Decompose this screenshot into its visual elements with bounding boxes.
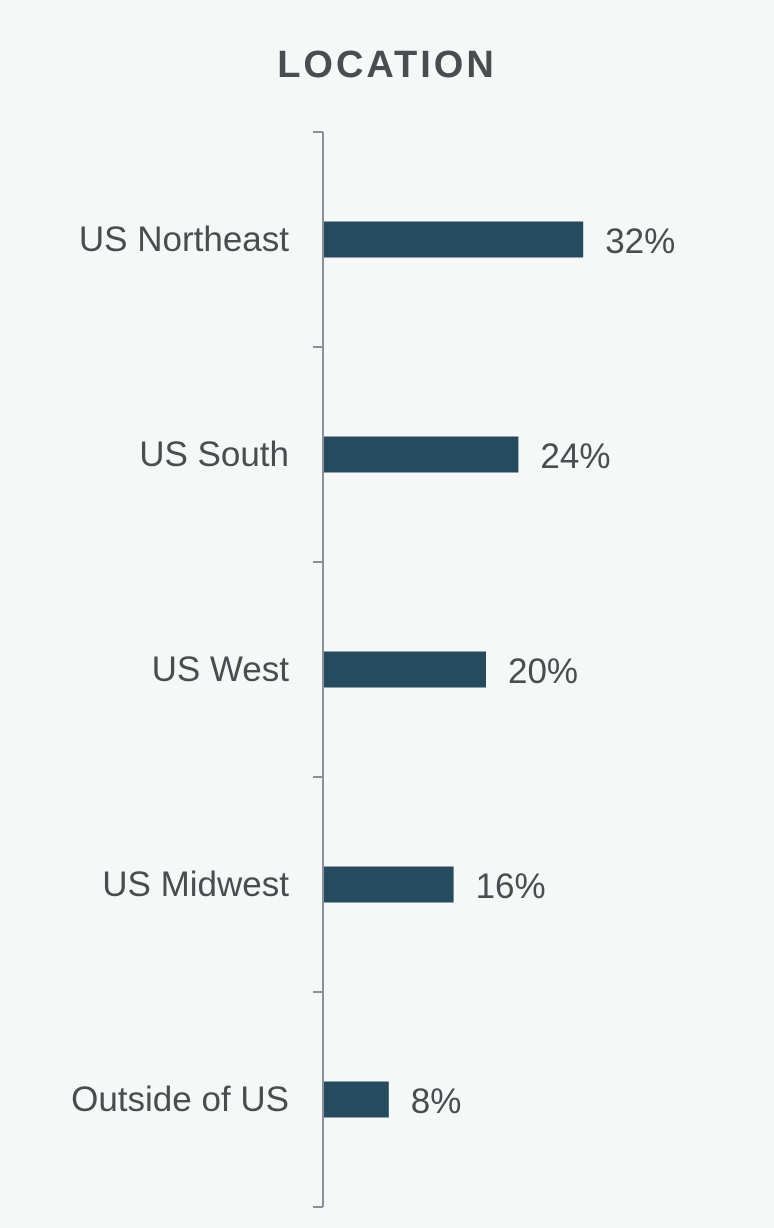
value-label: 8% <box>411 1082 462 1121</box>
category-label: Outside of US <box>71 1080 289 1119</box>
bar <box>324 866 454 903</box>
value-label: 20% <box>508 652 578 691</box>
category-label: US South <box>139 435 289 474</box>
value-label: 32% <box>605 222 675 261</box>
bar <box>324 651 486 688</box>
labels: US Northeast 32% US South 24% US West 20% US M… <box>71 220 675 1121</box>
chart-title: LOCATION <box>277 44 497 86</box>
bar <box>324 436 519 473</box>
category-label: US Midwest <box>102 865 289 904</box>
value-label: 16% <box>476 867 546 906</box>
category-axis <box>313 131 324 1208</box>
bars <box>324 221 584 1118</box>
value-label: 24% <box>540 437 610 476</box>
bar <box>324 1081 389 1118</box>
category-label: US West <box>152 650 290 689</box>
bar <box>324 221 584 258</box>
category-label: US Northeast <box>79 220 289 259</box>
